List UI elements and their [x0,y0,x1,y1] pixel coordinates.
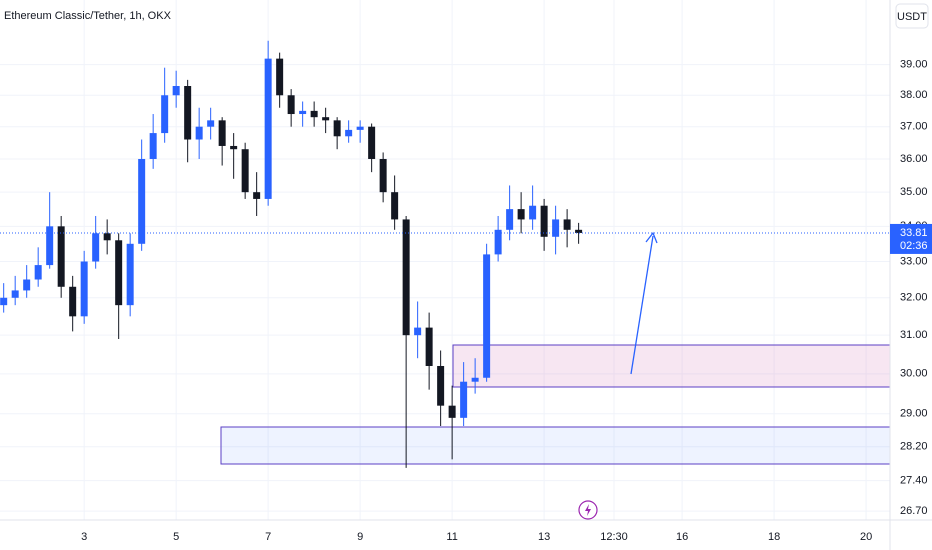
candle-body [115,240,123,306]
candle-body [264,58,272,199]
candle-body [276,58,284,96]
candle-body [241,149,249,193]
candle-body [448,405,456,418]
currency-label[interactable]: USDT [897,11,927,23]
candle-body [333,120,341,137]
candle-body [322,117,330,121]
candle-body [506,209,514,230]
candle-body [471,377,479,382]
candle-body [138,158,146,244]
candle-body [80,261,88,317]
candle-body [368,126,376,159]
candle-body [460,381,468,418]
last-price-badge [890,223,932,254]
y-tick-label: 26.70 [900,505,928,517]
countdown-label: 02:36 [900,240,928,252]
x-tick-label: 11 [446,531,457,543]
candle-body [287,95,295,115]
x-tick-label: 13 [538,531,550,543]
candle-body [195,126,203,140]
x-tick-label: 9 [357,531,363,543]
candle-body [11,290,19,298]
candle-body [172,86,180,96]
projection-arrow[interactable] [630,235,654,375]
candle-body [310,110,318,118]
x-tick-label: 16 [676,531,688,543]
candle-body [529,205,537,220]
y-tick-label: 27.40 [900,475,928,487]
last-price-label: 33.81 [900,227,928,239]
candle-body [0,297,8,306]
candle-body [34,265,42,280]
x-tick-label: 20 [860,531,872,543]
candle-body [575,229,583,233]
y-tick-label: 33.00 [900,255,928,267]
candle-body [57,226,65,287]
candle-body [126,243,134,306]
candle-body [379,158,387,193]
candle-body [46,226,54,266]
y-tick-label: 28.20 [900,441,928,453]
candle-body [402,219,410,336]
y-tick-label: 38.00 [900,89,928,101]
candle-body [563,219,571,230]
candle-body [552,219,560,237]
currency-button[interactable] [895,3,929,29]
y-tick-label: 35.00 [900,186,928,198]
candle-body [184,86,192,140]
candle-body [425,327,433,366]
lightning [585,504,591,516]
candle-body [103,233,111,241]
y-tick-label: 36.00 [900,153,928,165]
candle-body [253,192,261,199]
arrow-head [645,231,658,244]
candle-body [23,279,31,291]
y-tick-label: 31.00 [900,329,928,341]
candle-body [207,120,215,127]
candle-body [161,95,169,134]
candle-body [299,110,307,115]
candle-body [230,145,238,150]
y-tick-label: 32.00 [900,292,928,304]
x-tick-label: 18 [768,531,780,543]
x-tick-label: 12:30 [600,531,628,543]
plot-area [0,0,890,520]
candle-body [356,126,364,130]
y-tick-label: 39.00 [900,59,928,71]
candle-body [391,192,399,220]
candle-body [92,233,100,262]
x-tick-label: 3 [81,531,87,543]
candle-body [517,209,525,220]
candle-body [414,327,422,336]
candle-body [345,129,353,137]
candle-body [218,120,226,146]
candle-body [540,205,548,237]
demand-zone[interactable] [220,426,891,465]
candle-body [149,133,157,159]
candle-body [437,365,445,406]
x-tick-label: 5 [173,531,179,543]
support-zone[interactable] [452,344,891,388]
y-tick-label: 29.00 [900,408,928,420]
x-tick-label: 7 [265,531,271,543]
chart-title: Ethereum Classic/Tether, 1h, OKX [4,10,172,22]
candle-body [69,286,77,317]
y-tick-label: 30.00 [900,368,928,380]
y-tick-label: 37.00 [900,121,928,133]
candle-body [483,254,491,378]
candle-body [494,229,502,255]
